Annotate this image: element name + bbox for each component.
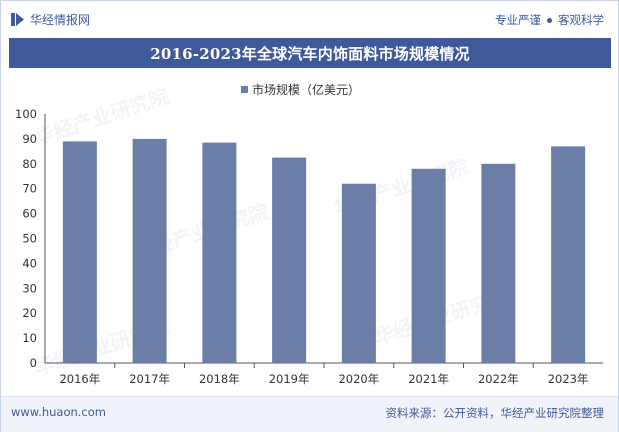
x-tick-label: 2021年 <box>408 372 449 386</box>
x-tick-label: 2017年 <box>129 372 170 386</box>
top-bar: 华经情报网 专业严谨 客观科学 <box>1 1 618 37</box>
logo-text: 华经情报网 <box>30 13 91 27</box>
x-tick-label: 2016年 <box>59 372 100 386</box>
y-tick-label: 10 <box>22 331 37 345</box>
bar <box>202 142 237 363</box>
legend-swatch <box>241 86 248 93</box>
logo-icon <box>11 13 24 26</box>
bar <box>481 163 516 363</box>
bar <box>411 168 446 363</box>
legend-label: 市场规模（亿美元） <box>252 82 360 97</box>
y-tick-label: 50 <box>22 232 37 246</box>
x-tick-label: 2020年 <box>338 372 379 386</box>
x-tick-label: 2022年 <box>478 372 519 386</box>
bar <box>62 141 97 363</box>
footer-website-link[interactable]: www.huaon.com <box>11 405 106 419</box>
chart-title: 2016-2023年全球汽车内饰面料市场规模情况 <box>150 44 470 63</box>
bar-chart: 市场规模（亿美元） 0 10 20 30 40 50 60 70 80 90 100 2016年 2017… <box>15 82 603 386</box>
y-tick-label: 40 <box>22 256 37 270</box>
legend: 市场规模（亿美元） <box>241 82 360 97</box>
y-tick-label: 70 <box>22 182 37 196</box>
bar <box>272 157 307 363</box>
bar <box>551 146 586 363</box>
logo[interactable]: 华经情报网 <box>11 11 90 28</box>
y-tick-label: 100 <box>15 107 37 121</box>
title-bar: 2016-2023年全球汽车内饰面料市场规模情况 <box>9 38 611 68</box>
bullet-dot-icon <box>547 17 552 23</box>
y-tick-label: 30 <box>22 281 37 295</box>
bar <box>132 138 167 363</box>
tagline-right: 客观科学 <box>558 13 604 27</box>
bar <box>341 183 376 363</box>
tagline-left: 专业严谨 <box>495 13 541 27</box>
y-tick-label: 80 <box>22 157 37 171</box>
footer: www.huaon.com 资料来源：公开资料，华经产业研究院整理 <box>1 396 618 432</box>
y-tick-label: 0 <box>30 356 37 370</box>
footer-source: 资料来源：公开资料，华经产业研究院整理 <box>385 406 605 420</box>
x-tick-label: 2019年 <box>269 372 310 386</box>
x-tick-label: 2018年 <box>199 372 240 386</box>
x-tick-label: 2023年 <box>548 372 589 386</box>
tagline: 专业严谨 客观科学 <box>495 12 604 28</box>
y-tick-label: 60 <box>22 207 37 221</box>
y-tick-label: 90 <box>22 132 37 146</box>
y-tick-label: 20 <box>22 306 37 320</box>
